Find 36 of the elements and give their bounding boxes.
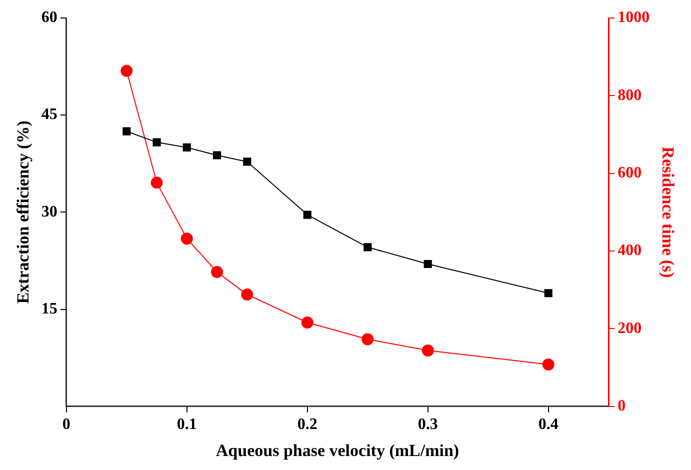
point: [542, 358, 554, 370]
y-tick-label: 45: [41, 106, 58, 124]
x-tick-label: 0: [62, 416, 70, 434]
point: [364, 243, 372, 252]
point: [120, 64, 133, 77]
x-tick-label: 0.1: [176, 416, 197, 434]
point: [150, 176, 163, 189]
y2-axis-title: Residence time (s): [658, 146, 678, 278]
point: [212, 151, 222, 160]
y-tick-label: 15: [41, 300, 58, 318]
x-tick-label: 0.4: [538, 416, 558, 434]
y2-tick-label: 200: [618, 320, 642, 337]
y2-tick-label: 0: [618, 398, 626, 415]
point: [243, 158, 252, 166]
y2-tick-label: 600: [618, 164, 642, 182]
y-tick-label: 60: [41, 9, 58, 26]
point: [211, 266, 224, 278]
point: [301, 316, 314, 329]
point: [180, 232, 193, 245]
point: [544, 289, 552, 298]
y2-tick-label: 400: [618, 242, 642, 260]
y2-tick-label: 800: [618, 86, 642, 104]
point: [182, 143, 191, 152]
point: [424, 260, 432, 268]
point: [122, 127, 131, 136]
y-axis-title: Extraction efficiency (%): [14, 120, 33, 304]
point: [152, 138, 161, 146]
y2-tick-label: 1000: [618, 9, 650, 26]
x-tick-label: 0.2: [297, 416, 318, 434]
point: [303, 210, 312, 219]
y-tick-label: 30: [41, 203, 58, 220]
point: [362, 333, 374, 346]
x-tick-label: 0.3: [418, 416, 438, 434]
point: [422, 344, 434, 356]
point: [241, 288, 254, 301]
x-axis-title: Aqueous phase velocity (mL/min): [216, 441, 460, 460]
